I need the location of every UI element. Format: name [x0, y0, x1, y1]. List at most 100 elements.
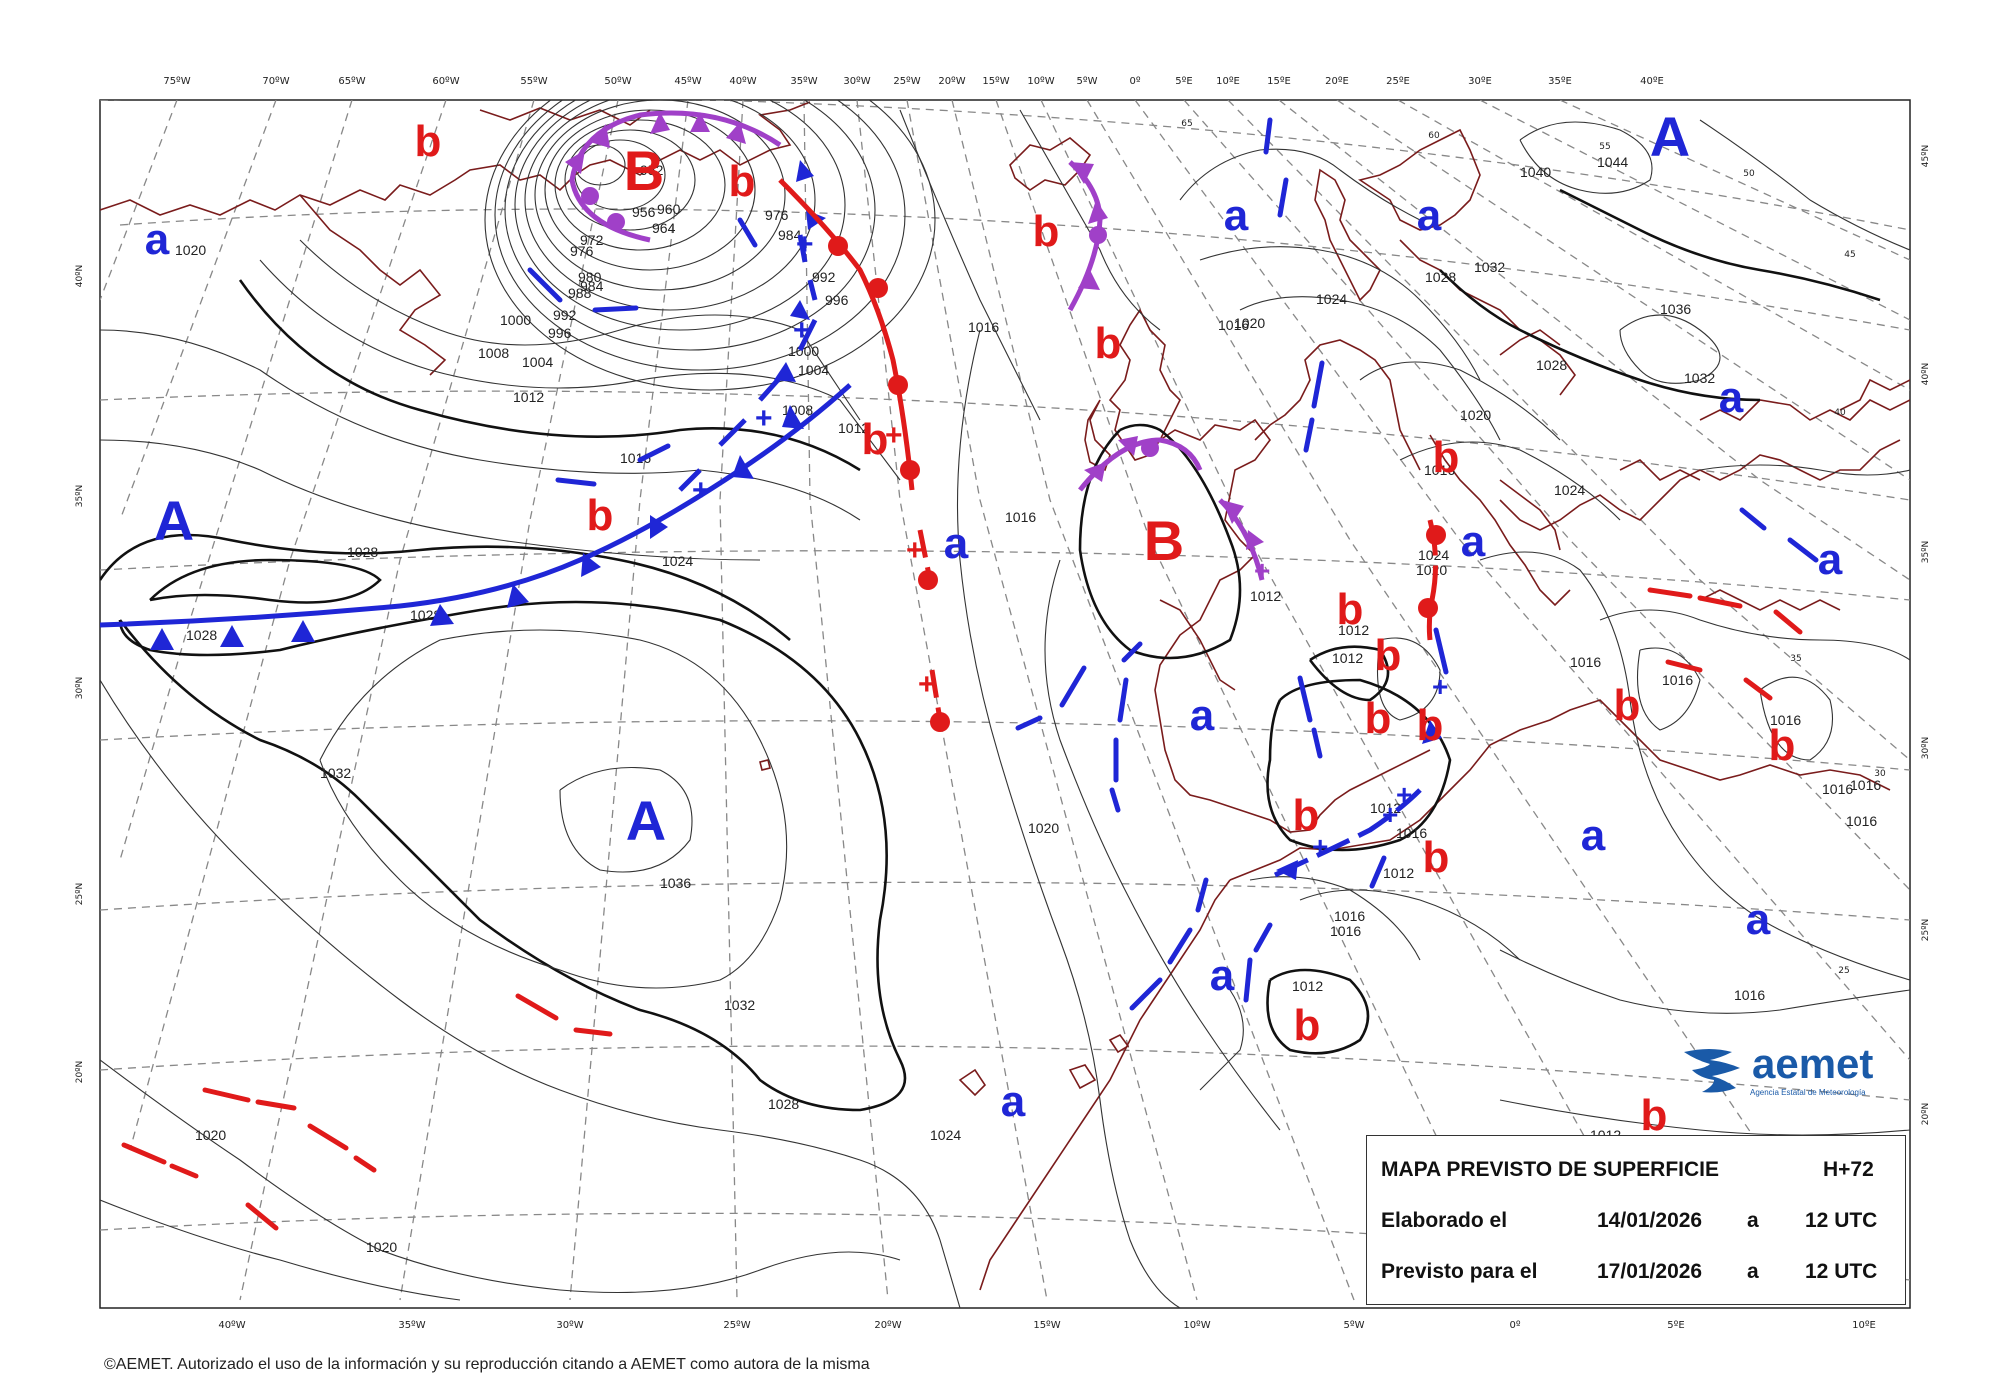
- isobar-label: 952: [640, 162, 664, 178]
- isobar-label: 1028: [1536, 357, 1567, 373]
- high-center-label: a: [1190, 691, 1215, 740]
- aemet-logo-subtitle: Agencia Estatal de Meteorología: [1750, 1088, 1866, 1097]
- lon-label-top: 15ºW: [982, 76, 1009, 87]
- lon-label-top: 5ºE: [1175, 76, 1192, 87]
- isobar-label: 1016: [1424, 462, 1455, 478]
- high-center-label: a: [1224, 191, 1249, 240]
- lat-label-right: 25ºN: [1921, 919, 1931, 941]
- isobar-label: 976: [570, 243, 594, 259]
- lon-label-top: 0º: [1129, 76, 1140, 87]
- lat-label-left: 25ºN: [75, 883, 85, 905]
- isobar-label: 1032: [1474, 259, 1505, 275]
- lat-label-right: 40ºN: [1921, 363, 1931, 385]
- high-center-label: a: [1581, 811, 1606, 860]
- isobar-label: 1020: [1416, 562, 1447, 578]
- isobar-label: 996: [548, 325, 572, 341]
- copyright-notice: ©AEMET. Autorizado el uso de la informac…: [104, 1356, 870, 1373]
- front-cross: +: [1432, 671, 1448, 702]
- forecast-title: MAPA PREVISTO DE SUPERFICIE: [1381, 1158, 1719, 1181]
- front-cross: +: [1396, 779, 1412, 810]
- low-center-label: B: [1144, 509, 1184, 572]
- isobar-label: 1032: [320, 765, 351, 781]
- isobar-label: 1012: [1383, 865, 1414, 881]
- front-cross: +: [1312, 831, 1328, 862]
- isobar-label: 1028: [768, 1096, 799, 1112]
- isobar-label: 1012: [1370, 800, 1401, 816]
- lon-label-top: 70ºW: [262, 76, 289, 87]
- warm-front: + + +: [778, 178, 1446, 732]
- high-center-label: a: [1417, 191, 1442, 240]
- high-center-label: a: [1818, 535, 1843, 584]
- isobar-label: 1004: [522, 354, 553, 370]
- high-center-label: a: [1461, 517, 1486, 566]
- isobar-label: 1016: [620, 450, 651, 466]
- isobar-label: 1016: [1846, 813, 1877, 829]
- isobar-label: 1016: [1334, 908, 1365, 924]
- aemet-logo-icon: [1684, 1049, 1740, 1093]
- front-cross: +: [692, 474, 710, 507]
- lon-label-top: 45ºW: [674, 76, 701, 87]
- front-cross: +: [1382, 799, 1398, 830]
- isobar-label: 1036: [1660, 301, 1691, 317]
- isobars: [100, 100, 1910, 1308]
- front-cross: +: [793, 314, 811, 347]
- isobar-label: 1012: [1250, 588, 1281, 604]
- isobar-label: 1028: [347, 544, 378, 560]
- right-latitude-labels: 45ºN 40ºN 35ºN 30ºN 25ºN 20ºN: [1921, 145, 1931, 1125]
- low-center-label: b: [1375, 631, 1402, 680]
- made-label: Elaborado el: [1381, 1209, 1508, 1232]
- isobar-labels: 1020 1012 1008 1004 1000 996 992 988 984…: [175, 154, 1881, 1255]
- isobar-label: 1020: [366, 1239, 397, 1255]
- forecast-horizon: H+72: [1823, 1158, 1874, 1181]
- isobar-label: 1024: [1554, 482, 1585, 498]
- high-center-label: A: [1650, 105, 1690, 168]
- high-center-label: a: [145, 215, 170, 264]
- lon-label-bottom: 25ºW: [723, 1320, 750, 1331]
- isobar-label: 976: [765, 207, 789, 223]
- valid-time: 12 UTC: [1805, 1260, 1878, 1283]
- isobar-label: 1000: [500, 312, 531, 328]
- isobar-label: 984: [778, 227, 802, 243]
- top-longitude-labels: 75ºW 70ºW 65ºW 60ºW 55ºW 50ºW 45ºW 40ºW …: [163, 76, 1664, 87]
- isobar-label: 1016: [1734, 987, 1765, 1003]
- lon-label-top: 55ºW: [520, 76, 547, 87]
- isobar-label: 1016: [1396, 825, 1427, 841]
- lon-label-top: 60ºW: [432, 76, 459, 87]
- isobar-label: 1012: [1338, 622, 1369, 638]
- lon-label-top: 35ºE: [1548, 76, 1572, 87]
- isobar-label: 1016: [1330, 923, 1361, 939]
- isobar-label: 1020: [1028, 820, 1059, 836]
- isobar-label: 1016: [1822, 781, 1853, 797]
- lon-label-bottom: 40ºW: [218, 1320, 245, 1331]
- lon-label-top: 40ºE: [1640, 76, 1664, 87]
- isobar-label: 1016: [1570, 654, 1601, 670]
- inner-lat-label: 65: [1181, 119, 1192, 129]
- low-center-label: b: [1417, 701, 1444, 750]
- made-at: a: [1747, 1209, 1759, 1232]
- lon-label-bottom: 5ºW: [1344, 1320, 1365, 1331]
- lon-label-top: 5ºW: [1077, 76, 1098, 87]
- low-center-label: b: [1641, 1091, 1668, 1140]
- lon-label-top: 20ºE: [1325, 76, 1349, 87]
- isobar-label: 1024: [662, 553, 693, 569]
- lon-label-bottom: 5ºE: [1667, 1320, 1684, 1331]
- high-center-label: A: [626, 789, 666, 852]
- inner-lat-label: 30: [1874, 769, 1886, 779]
- isobar-label: 1024: [1316, 291, 1347, 307]
- lon-label-top: 30ºE: [1468, 76, 1492, 87]
- lat-label-right: 30ºN: [1921, 737, 1931, 759]
- isobar-label: 1000: [788, 343, 819, 359]
- low-pressure-centers: B B b b b b b b b b b b b b b b b b b: [415, 117, 1796, 1140]
- high-center-label: a: [1001, 1077, 1026, 1126]
- high-center-label: a: [1719, 373, 1744, 422]
- isobar-label: 964: [652, 220, 676, 236]
- aemet-logo: aemet Agencia Estatal de Meteorología: [1680, 1040, 1910, 1102]
- low-center-label: b: [415, 117, 442, 166]
- forecast-info-box: MAPA PREVISTO DE SUPERFICIE H+72 Elabora…: [1366, 1135, 1906, 1305]
- low-center-label: B: [624, 139, 664, 202]
- lon-label-top: 10ºW: [1027, 76, 1054, 87]
- lat-label-left: 20ºN: [75, 1061, 85, 1083]
- graticule: [100, 100, 1910, 1301]
- inner-lat-label: 60: [1428, 131, 1440, 141]
- lon-label-top: 15ºE: [1267, 76, 1291, 87]
